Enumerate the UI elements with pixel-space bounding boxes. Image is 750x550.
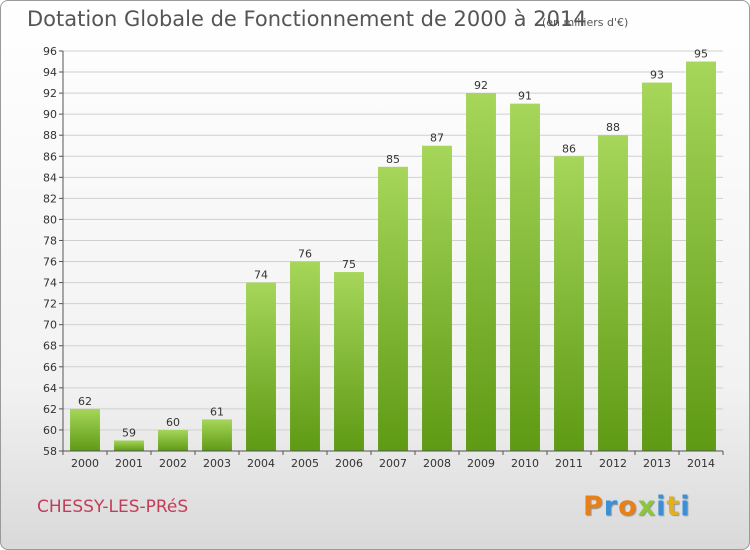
logo-letter: P <box>583 491 604 522</box>
bars: 62 59 60 61 74 76 75 85 87 92 91 86 88 93 95 <box>70 48 716 452</box>
y-tick-label: 72 <box>43 298 57 311</box>
y-tick-label: 60 <box>43 424 57 437</box>
bar-value-label: 88 <box>606 121 620 134</box>
logo-letter: i <box>680 491 691 522</box>
bar-2009[interactable] <box>466 93 496 452</box>
commune-name: CHESSY-LES-PRéS <box>37 497 189 517</box>
bar-2007[interactable] <box>378 166 408 451</box>
bar-2003[interactable] <box>202 419 232 451</box>
bar-value-label: 91 <box>518 90 532 103</box>
y-tick-label: 64 <box>43 382 57 395</box>
x-tick-label: 2005 <box>291 457 319 470</box>
x-tick-label: 2002 <box>159 457 187 470</box>
bar-2011[interactable] <box>554 156 584 451</box>
bar-value-label: 95 <box>694 48 708 61</box>
x-tick-label: 2004 <box>247 457 275 470</box>
x-tick-label: 2006 <box>335 457 363 470</box>
bar-value-label: 92 <box>474 79 488 92</box>
chart-subtitle: (en milliers d'€) <box>542 16 629 29</box>
x-tick-label: 2003 <box>203 457 231 470</box>
x-tick-label: 2012 <box>599 457 627 470</box>
y-tick-label: 74 <box>43 277 57 290</box>
bar-value-label: 86 <box>562 142 576 155</box>
y-tick-label: 58 <box>43 445 57 458</box>
chart-title: Dotation Globale de Fonctionnement de 20… <box>27 7 587 31</box>
y-tick-label: 78 <box>43 234 57 247</box>
bar-value-label: 60 <box>166 416 180 429</box>
x-tick-label: 2011 <box>555 457 583 470</box>
y-tick-label: 86 <box>43 150 57 163</box>
y-tick-label: 70 <box>43 319 57 332</box>
bar-2000[interactable] <box>70 408 100 451</box>
bar-2008[interactable] <box>422 145 452 451</box>
bar-value-label: 61 <box>210 405 224 418</box>
bar-2004[interactable] <box>246 282 276 451</box>
y-tick-label: 76 <box>43 256 57 269</box>
x-tick-label: 2000 <box>71 457 99 470</box>
bar-2006[interactable] <box>334 272 364 451</box>
y-tick-label: 90 <box>43 108 57 121</box>
x-tick-label: 2009 <box>467 457 495 470</box>
logo-letter: o <box>618 491 638 522</box>
bar-2012[interactable] <box>598 135 628 452</box>
y-tick-label: 92 <box>43 87 57 100</box>
bar-2002[interactable] <box>158 429 188 451</box>
y-tick-label: 62 <box>43 403 57 416</box>
y-tick-label: 84 <box>43 171 57 184</box>
x-tick-label: 2007 <box>379 457 407 470</box>
x-tick-label: 2008 <box>423 457 451 470</box>
x-tick-label: 2014 <box>687 457 715 470</box>
bar-value-label: 62 <box>78 395 92 408</box>
logo-letter: i <box>656 491 667 522</box>
bar-2014[interactable] <box>686 61 716 452</box>
bar-value-label: 76 <box>298 248 312 261</box>
logo-letter: r <box>603 491 619 522</box>
bar-2010[interactable] <box>510 103 540 451</box>
bar-2013[interactable] <box>642 82 672 451</box>
bar-value-label: 74 <box>254 269 268 282</box>
bar-2005[interactable] <box>290 261 320 451</box>
bar-value-label: 75 <box>342 258 356 271</box>
x-tick-label: 2010 <box>511 457 539 470</box>
bar-value-label: 93 <box>650 69 664 82</box>
x-tick-label: 2001 <box>115 457 143 470</box>
bar-value-label: 87 <box>430 132 444 145</box>
x-tick-label: 2013 <box>643 457 671 470</box>
y-tick-label: 96 <box>43 45 57 58</box>
logo-letter: t <box>666 491 681 522</box>
y-tick-label: 88 <box>43 129 57 142</box>
axes: 58 60 62 64 66 68 70 72 74 76 78 80 82 84 86 88 90 92 94 96… <box>43 45 724 470</box>
bar-value-label: 85 <box>386 153 400 166</box>
y-tick-label: 80 <box>43 213 57 226</box>
y-tick-label: 68 <box>43 340 57 353</box>
bar-2001[interactable] <box>114 440 144 451</box>
y-tick-label: 66 <box>43 361 57 374</box>
logo-letter: x <box>637 491 657 522</box>
bar-value-label: 59 <box>122 426 136 439</box>
y-tick-label: 94 <box>43 66 57 79</box>
y-tick-label: 82 <box>43 192 57 205</box>
proxiti-logo[interactable]: Proxiti <box>583 491 691 522</box>
